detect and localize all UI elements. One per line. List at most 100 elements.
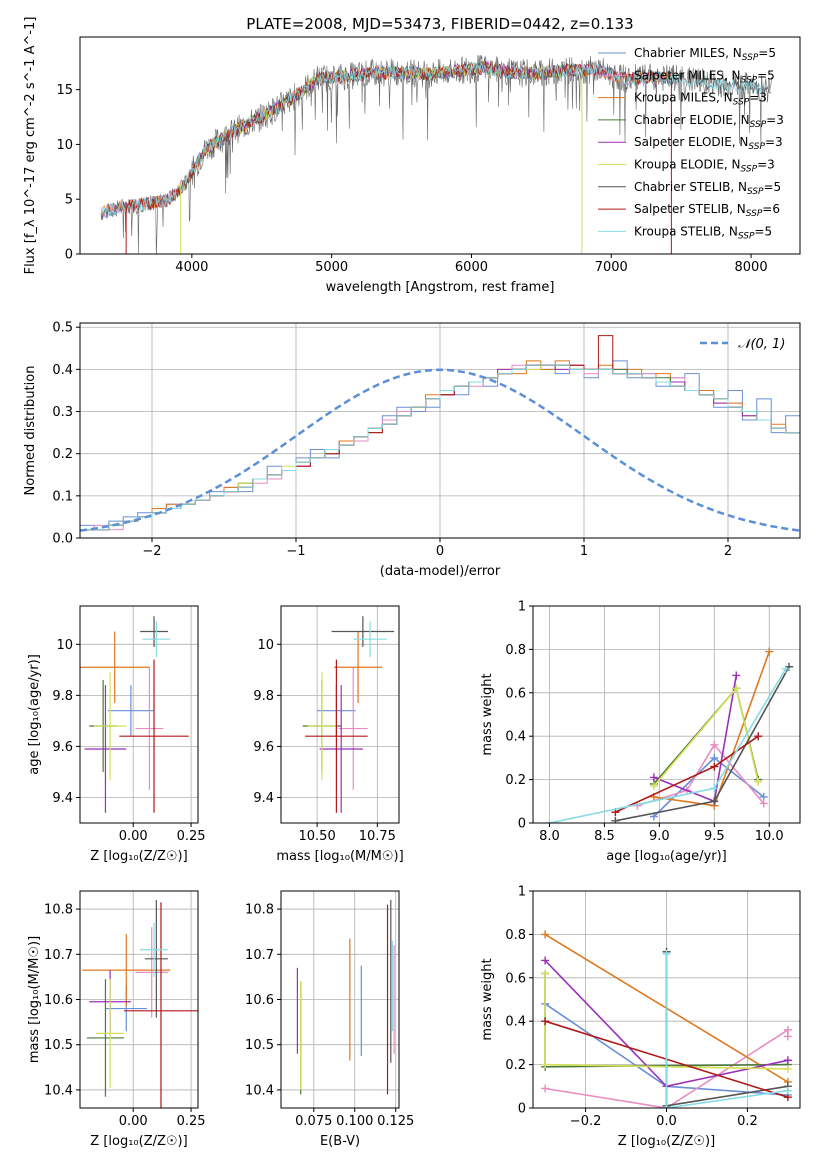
legend-label: Kroupa STELIB, N <box>634 224 738 238</box>
data-point-marker <box>541 1084 550 1093</box>
residuals-y-axis-label: Normed distribution <box>23 366 38 496</box>
data-point-marker <box>710 762 719 771</box>
series-kroupa-stelib <box>545 664 790 823</box>
y-tick-label: 10.8 <box>44 903 73 918</box>
data-point-marker <box>541 930 550 939</box>
data-point-marker <box>710 784 719 793</box>
legend-entry: Chabrier MILES, NSSP=5 <box>634 46 776 63</box>
legend-entry: Salpeter ELODIE, NSSP=3 <box>634 135 783 152</box>
mass-age-frame <box>280 605 400 824</box>
x-tick-label: 4000 <box>175 260 208 275</box>
legend-subscript: SSP <box>741 165 758 175</box>
data-point-marker <box>611 816 620 823</box>
legend-label: Salpeter STELIB, N <box>634 202 746 216</box>
x-tick-label: 1 <box>580 544 588 559</box>
x-tick-label: 8.0 <box>539 829 560 844</box>
extinction-axes: 0.075 0.100 0.125 10.4 10.5 10.6 10.7 10.8 E(B-V… <box>245 890 414 1149</box>
data-point-marker <box>783 1064 792 1073</box>
y-tick-label: 0.2 <box>52 447 73 462</box>
errorbar-chabrier-stelib <box>144 900 168 1018</box>
y-tick-label: 1 <box>518 600 526 615</box>
x-tick-label: 0.100 <box>336 1114 373 1129</box>
metallicity-age-x-axis-label: Z [log₁₀(Z/Z☉)] <box>90 849 187 864</box>
data-point-marker <box>754 732 763 741</box>
y-tick-label: 9.8 <box>52 689 73 704</box>
data-point-marker <box>541 1060 550 1069</box>
spectrum-y-axis-label: Flux [f_λ 10^-17 erg cm^-2 s^-1 A^-1] <box>23 17 38 275</box>
x-tick-label: 5000 <box>315 260 348 275</box>
y-tick-label: 10.5 <box>44 1038 73 1053</box>
data-point-marker <box>541 1017 550 1026</box>
data-point-marker <box>732 671 741 680</box>
x-tick-label: 10.75 <box>359 829 396 844</box>
errorbar-kroupa-miles <box>80 631 150 704</box>
y-tick-label: 0.4 <box>52 363 73 378</box>
y-tick-label: 0.6 <box>505 686 526 701</box>
metallicity-weight-y-axis-label: mass weight <box>480 958 495 1040</box>
data-point-marker <box>710 797 719 806</box>
errorbar-chabrier-miles <box>107 685 155 737</box>
errorbar-salpeter-miles <box>135 667 164 790</box>
errorbar-salpeter-stelib <box>305 659 368 813</box>
spectrum-frame <box>79 36 801 255</box>
series-line <box>615 666 790 822</box>
data-point-marker <box>545 819 554 823</box>
x-tick-label: 0.0 <box>656 1114 677 1129</box>
model-spectrum-kroupa-miles <box>100 61 672 216</box>
y-tick-label: 10.6 <box>245 993 274 1008</box>
y-tick-label: 10 <box>257 638 274 653</box>
y-tick-label: 0 <box>65 248 73 263</box>
y-tick-label: 0.3 <box>52 405 73 420</box>
legend-entry: Kroupa STELIB, NSSP=5 <box>634 224 772 241</box>
legend-label: Chabrier MILES, N <box>634 46 742 60</box>
errorbar-salpeter-stelib <box>119 659 189 813</box>
y-tick-label: 10.7 <box>245 948 274 963</box>
residuals-axes: −2 −1 0 1 2 0.0 0.1 0.2 0.3 0.4 0.5 (data-model)/er… <box>23 321 801 579</box>
metallicity-age-frame <box>79 605 199 824</box>
data-point-marker <box>649 773 658 782</box>
legend-suffix: =5 <box>764 180 782 194</box>
data-point-marker <box>783 1086 792 1095</box>
y-tick-label: 0.0 <box>52 532 73 547</box>
x-tick-label: 0 <box>436 544 444 559</box>
legend-subscript: SSP <box>746 209 763 219</box>
y-tick-label: 0.1 <box>52 489 73 504</box>
legend-entry: Salpeter STELIB, NSSP=6 <box>634 202 780 219</box>
metallicity-age-axes: 0.00 0.25 9.4 9.6 9.8 10 Z [log₁₀(Z/Z☉)] age [l… <box>27 605 206 864</box>
legend-label: Salpeter MILES, N <box>634 68 741 82</box>
errorbar-salpeter-elodie <box>84 685 127 813</box>
series-chabrier-stelib <box>611 662 794 823</box>
legend-subscript: SSP <box>748 142 765 152</box>
x-tick-label: 10.0 <box>755 829 784 844</box>
legend-subscript: SSP <box>733 98 750 108</box>
data-point-marker <box>783 1056 792 1065</box>
metallicity-mass-x-axis-label: Z [log₁₀(Z/Z☉)] <box>90 1134 187 1149</box>
series-line <box>653 686 759 787</box>
x-tick-label: 0.00 <box>119 1114 148 1129</box>
data-point-marker <box>662 1104 671 1108</box>
errorbar-kroupa-elodie <box>96 979 124 1088</box>
residuals-plot-area <box>80 335 800 532</box>
data-point-marker <box>649 782 658 791</box>
model-spectrum-kroupa-stelib <box>100 61 765 216</box>
age-weight-frame <box>532 605 801 824</box>
legend-subscript: SSP <box>747 187 764 197</box>
errorbar-salpeter-elodie <box>319 685 363 813</box>
mass-age-x-axis-label: mass [log₁₀(M/M☉)] <box>276 849 403 864</box>
y-tick-label: 9.4 <box>52 791 73 806</box>
errorbar-kroupa-miles <box>333 631 383 704</box>
series-kroupa-elodie <box>541 969 792 1073</box>
errorbar-salpeter-miles <box>135 927 168 1018</box>
data-point-marker <box>710 740 719 749</box>
x-tick-label: 9.5 <box>704 829 725 844</box>
legend-entry: Chabrier STELIB, NSSP=5 <box>634 180 781 197</box>
y-tick-label: 9.8 <box>253 689 274 704</box>
y-tick-label: 9.6 <box>253 740 274 755</box>
model-spectrum-salpeter-miles <box>100 61 672 218</box>
legend-label: Kroupa ELODIE, N <box>634 158 741 172</box>
legend-entry: Chabrier ELODIE, NSSP=3 <box>634 113 784 130</box>
y-tick-label: 10.6 <box>44 993 73 1008</box>
legend-suffix: =3 <box>757 158 775 172</box>
y-tick-label: 10.7 <box>44 948 73 963</box>
x-tick-label: 6000 <box>455 260 488 275</box>
